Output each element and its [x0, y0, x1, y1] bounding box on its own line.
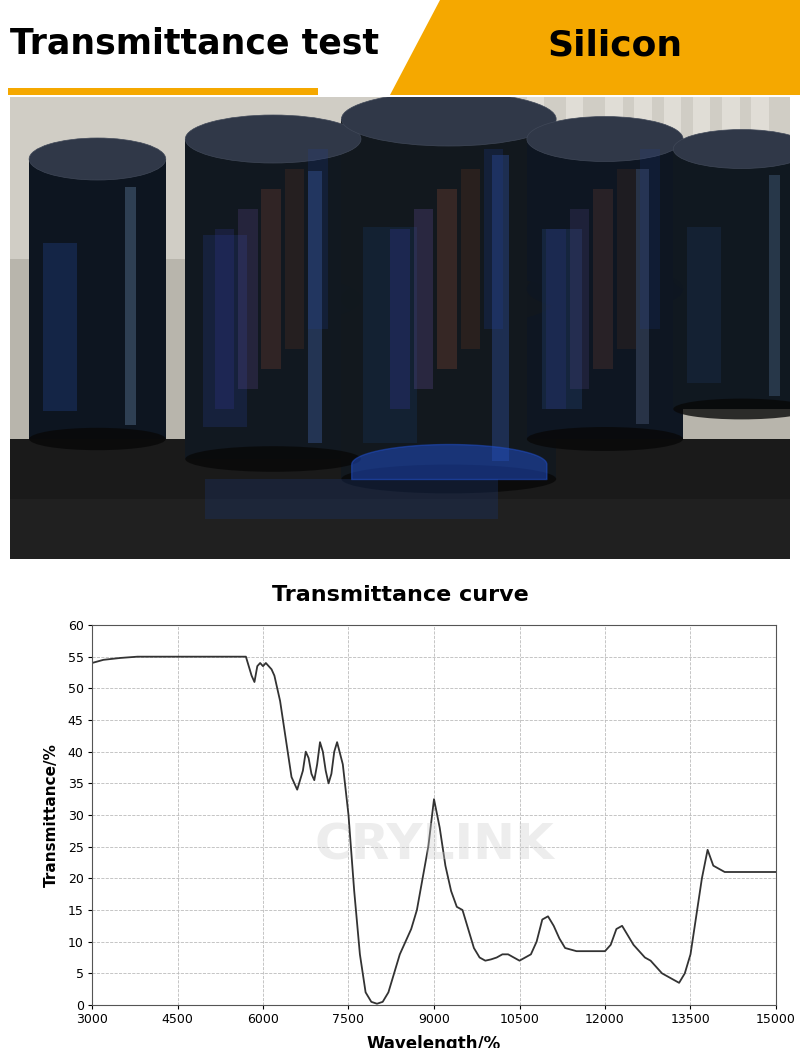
Bar [461, 169, 480, 349]
Bar [687, 227, 721, 383]
FancyBboxPatch shape [186, 139, 361, 459]
Bar [636, 169, 649, 424]
Ellipse shape [186, 275, 361, 323]
Ellipse shape [674, 260, 800, 299]
Bar [214, 230, 234, 409]
Bar [42, 243, 77, 411]
Bar [205, 479, 498, 519]
Ellipse shape [527, 116, 683, 161]
Bar [484, 149, 503, 329]
Bar [722, 97, 740, 359]
Bar [617, 169, 636, 349]
Bar [634, 97, 652, 359]
Bar [437, 189, 457, 369]
Text: Transmittance test: Transmittance test [10, 26, 379, 60]
Ellipse shape [527, 427, 683, 451]
Bar [769, 175, 780, 396]
Bar [8, 88, 318, 95]
Bar [751, 97, 769, 359]
Bar [594, 189, 613, 369]
Ellipse shape [29, 138, 166, 180]
Bar [238, 209, 258, 389]
FancyBboxPatch shape [29, 159, 166, 439]
Ellipse shape [186, 446, 361, 472]
Bar [640, 149, 660, 329]
X-axis label: Wavelength/%: Wavelength/% [367, 1034, 501, 1048]
Bar [363, 227, 417, 443]
Bar [308, 149, 328, 329]
Bar [566, 97, 583, 359]
Bar [203, 235, 246, 427]
Bar [546, 230, 566, 409]
Text: Silicon: Silicon [547, 28, 682, 62]
Bar [308, 171, 322, 443]
Ellipse shape [342, 92, 556, 146]
Bar [10, 97, 790, 259]
Bar [262, 189, 281, 369]
Bar [414, 209, 433, 389]
Bar [527, 97, 545, 359]
Bar [285, 169, 304, 349]
Bar [10, 439, 790, 559]
Bar [663, 97, 681, 359]
Bar [478, 97, 496, 359]
Text: Transmittance curve: Transmittance curve [272, 585, 528, 605]
Text: CRYLINK: CRYLINK [314, 822, 554, 870]
FancyBboxPatch shape [342, 119, 556, 479]
Ellipse shape [342, 272, 556, 326]
Bar [605, 97, 622, 359]
Bar [492, 155, 509, 461]
Ellipse shape [527, 266, 683, 311]
Bar [10, 499, 790, 559]
Ellipse shape [674, 398, 800, 419]
FancyBboxPatch shape [674, 149, 800, 409]
Y-axis label: Transmittance/%: Transmittance/% [44, 743, 59, 887]
Ellipse shape [342, 464, 556, 494]
Bar [542, 230, 582, 409]
Ellipse shape [29, 428, 166, 451]
FancyBboxPatch shape [527, 139, 683, 439]
Ellipse shape [674, 130, 800, 169]
Ellipse shape [186, 115, 361, 163]
Bar [125, 187, 136, 425]
Bar [693, 97, 710, 359]
Bar [570, 209, 590, 389]
Ellipse shape [29, 278, 166, 320]
Bar [390, 230, 410, 409]
Polygon shape [390, 0, 800, 95]
